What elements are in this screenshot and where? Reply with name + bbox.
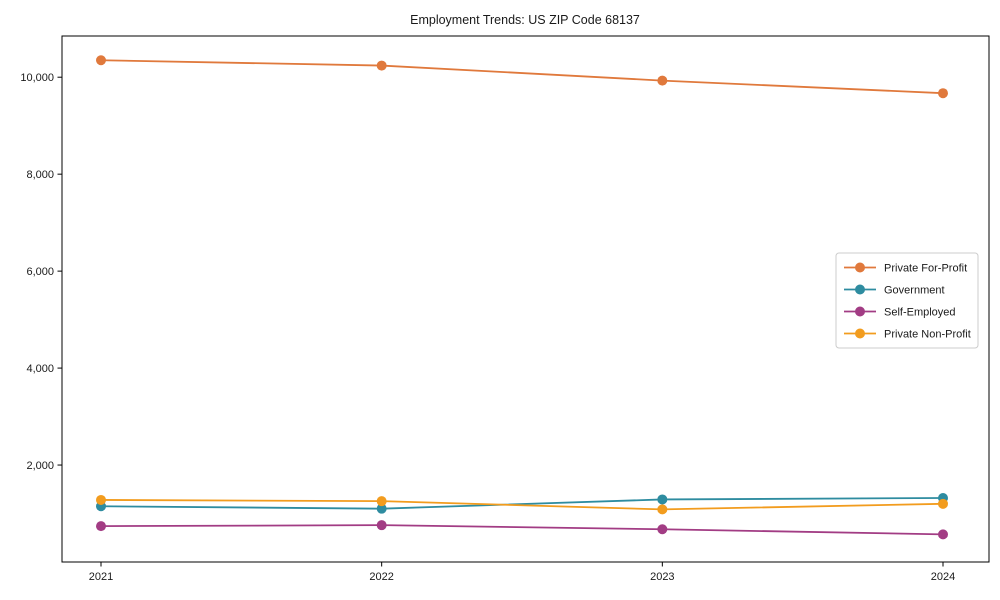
data-point-self-employed [938, 529, 948, 540]
data-point-private-non-profit [938, 498, 948, 509]
x-tick-label: 2023 [650, 571, 674, 583]
series-line-private-for-profit [100, 59, 944, 95]
y-tick-label: 10,000 [20, 72, 54, 84]
legend-label: Government [884, 284, 945, 296]
y-tick-label: 8,000 [26, 169, 54, 181]
axes: 2,000 4,000 6,000 8,000 10,000 2021 2022 2023 20… [20, 35, 990, 583]
x-tick-label: 2021 [89, 571, 113, 583]
y-tick-label: 4,000 [26, 363, 54, 375]
y-tick-label: 2,000 [26, 460, 54, 472]
data-point-private-for-profit [938, 88, 948, 99]
legend-marker-icon [855, 328, 865, 339]
data-point-self-employed [96, 521, 106, 532]
legend-item-private-non-profit: Private Non-Profit [844, 328, 971, 340]
data-point-self-employed [657, 524, 668, 535]
legend-item-private-for-profit: Private For-Profit [844, 262, 967, 274]
data-point-private-for-profit [376, 60, 387, 71]
series-lines [96, 55, 948, 540]
data-point-private-non-profit [96, 494, 106, 505]
data-point-private-non-profit [657, 504, 668, 515]
legend-label: Private Non-Profit [884, 328, 971, 340]
legend-item-government: Government [844, 284, 945, 296]
series-line-private-non-profit [100, 499, 944, 511]
data-point-private-for-profit [657, 75, 668, 86]
legend-marker-icon [855, 262, 865, 273]
data-point-government [657, 494, 668, 505]
data-point-private-non-profit [376, 496, 387, 507]
legend-marker-icon [855, 284, 865, 295]
series-line-government [100, 497, 944, 510]
legend-box [835, 252, 979, 349]
y-tick-label: 6,000 [26, 266, 54, 278]
legend-label: Private For-Profit [884, 262, 967, 274]
legend: Private For-Profit Government Self-Employe… [835, 252, 979, 349]
legend-label: Self-Employed [884, 306, 956, 318]
data-point-self-employed [376, 520, 387, 531]
chart-title: Employment Trends: US ZIP Code 68137 [410, 13, 640, 27]
data-point-private-for-profit [96, 55, 106, 66]
data-point-government [376, 503, 387, 514]
plot-border [61, 35, 990, 563]
legend-marker-icon [855, 306, 865, 317]
series-line-self-employed [100, 524, 944, 536]
x-tick-label: 2024 [931, 571, 955, 583]
legend-item-self-employed: Self-Employed [844, 306, 956, 318]
x-tick-label: 2022 [369, 571, 393, 583]
